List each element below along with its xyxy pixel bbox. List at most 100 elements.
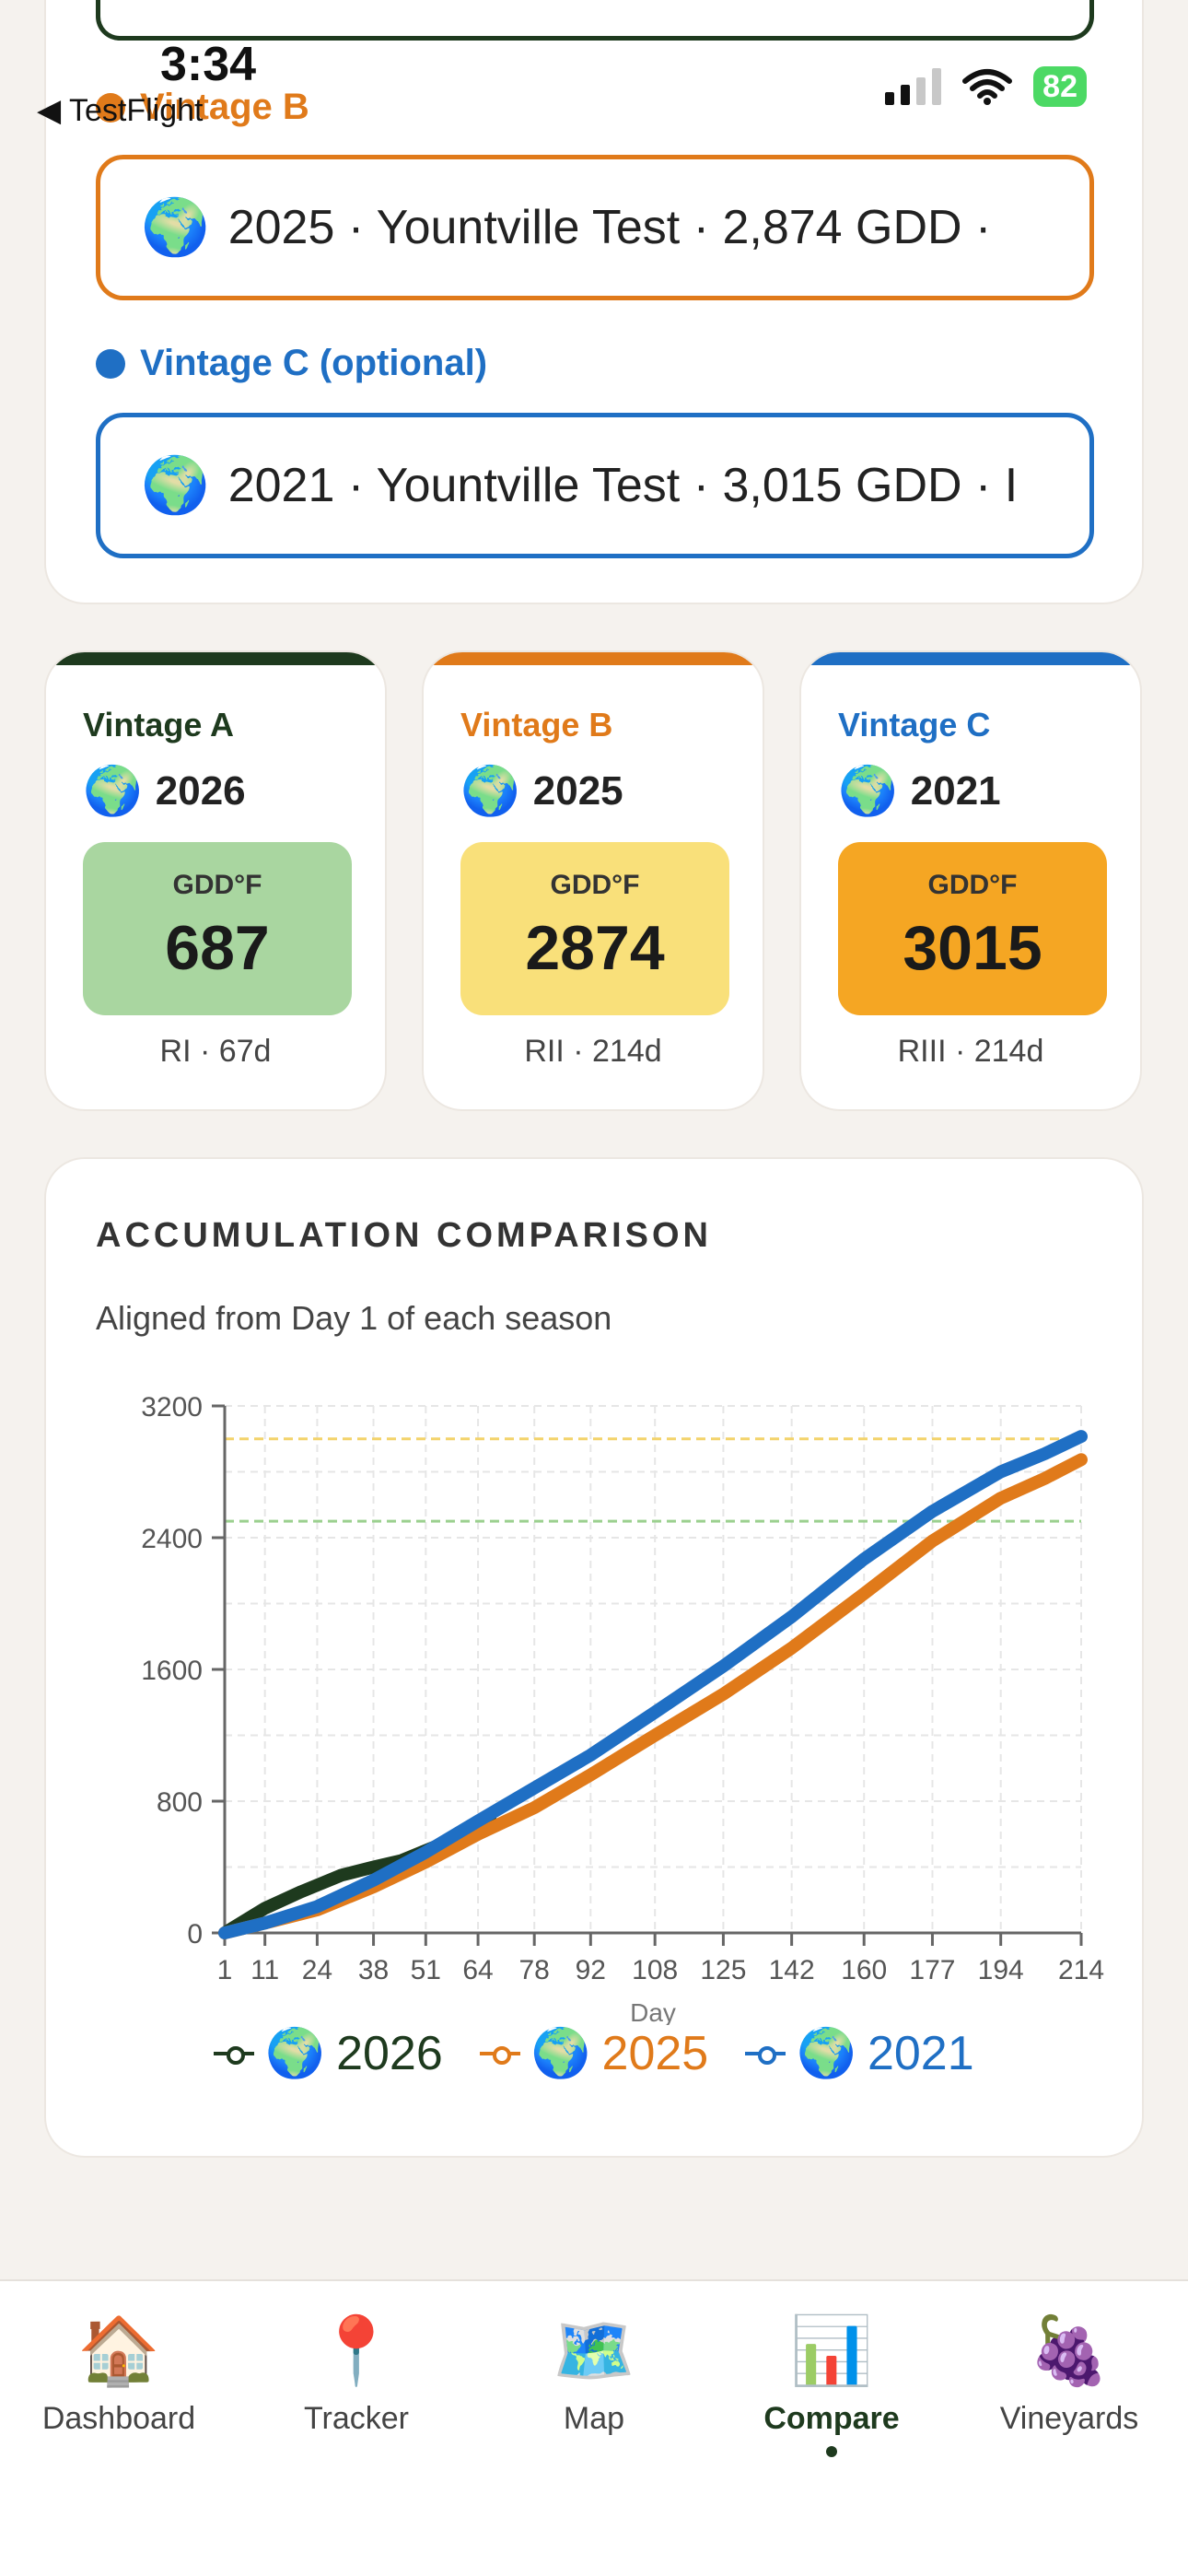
legend-marker-icon [479,2044,520,2065]
vintage-b-card[interactable]: Vintage B 🌍 2025 GDD°F 2874 RII · 214d [422,650,764,1111]
vintage-c-card[interactable]: Vintage C 🌍 2021 GDD°F 3015 RIII · 214d [799,650,1142,1111]
vintage-c-value: 2021 · Yountville Test · 3,015 GDD · I [227,459,1019,512]
gdd-unit: GDD°F [927,870,1018,900]
tab-label: Dashboard [41,2401,196,2436]
legend-label: 2021 [867,2026,974,2080]
vintage-selector-card: Vintage B 🌍 2025 · Yountville Test · 2,8… [44,0,1144,604]
gdd-value: 687 [165,913,270,983]
legend-marker-icon [214,2044,255,2065]
series-line-2021 [218,1430,1088,1939]
chart-icon: 📊 [790,2314,873,2388]
legend-item-2025[interactable]: 🌍 2025 [479,2025,709,2081]
y-tick-label: 0 [187,1919,203,1950]
y-tick-label: 1600 [141,1656,203,1686]
globe-icon: 🌍 [141,454,210,516]
vintage-a-select[interactable] [96,0,1094,41]
x-tick-label: 64 [462,1955,493,1985]
card-title: Vintage C [838,706,991,744]
legend-label: 2025 [601,2026,709,2080]
wifi-icon [962,69,1013,105]
legend-item-2026[interactable]: 🌍 2026 [214,2025,443,2081]
card-accent-bar [801,652,1140,665]
globe-icon: 🌍 [83,765,143,818]
status-time: 3:34 [160,38,257,91]
y-tick-label: 2400 [141,1524,203,1554]
x-tick-label: 78 [519,1955,550,1985]
tab-tracker[interactable]: 📍 Tracker [238,2318,475,2437]
globe-icon: 🌍 [838,765,898,818]
legend-label: 2026 [336,2026,443,2080]
globe-icon: 🌍 [141,196,210,258]
accumulation-chart-card: ACCUMULATION COMPARISON Aligned from Day… [44,1157,1144,2158]
globe-icon: 🌍 [265,2027,326,2080]
card-year: 🌍 2026 [83,765,246,818]
x-tick-label: 108 [632,1955,678,1985]
card-title: Vintage A [83,706,235,744]
x-tick-label: 160 [841,1955,887,1985]
gdd-unit: GDD°F [550,870,640,900]
x-tick-label: 92 [576,1955,606,1985]
battery-icon: 82 [1033,66,1087,107]
vintage-b-dot [96,92,125,123]
globe-icon: 🌍 [460,765,520,818]
gdd-box: GDD°F 2874 [460,842,729,1015]
x-tick-label: 194 [978,1955,1024,1985]
globe-icon: 🌍 [530,2027,591,2080]
tab-map[interactable]: 🗺️ Map [475,2318,713,2437]
pin-icon: 📍 [315,2314,398,2388]
gdd-value: 2874 [525,913,665,983]
status-icons: 82 [885,66,1087,107]
gdd-box: GDD°F 687 [83,842,352,1015]
vintage-c-dot [96,348,125,379]
map-icon: 🗺️ [553,2314,635,2388]
gdd-box: GDD°F 3015 [838,842,1107,1015]
tab-label: Tracker [304,2401,409,2436]
card-year: 🌍 2021 [838,765,1001,818]
y-tick-label: 800 [157,1787,203,1818]
vintage-b-label: Vintage B [96,87,309,128]
house-icon: 🏠 [77,2314,160,2388]
x-tick-label: 125 [700,1955,746,1985]
chart-subtitle: Aligned from Day 1 of each season [96,1299,612,1337]
card-accent-bar [424,652,763,665]
cellular-signal-icon [885,68,942,105]
x-tick-label: 24 [302,1955,332,1985]
globe-icon: 🌍 [797,2027,856,2080]
tab-bar: 🏠 Dashboard 📍 Tracker 🗺️ Map 📊 Compare 🍇… [0,2279,1188,2576]
card-meta: RIII · 214d [897,1034,1044,1069]
gdd-value: 3015 [903,913,1042,983]
tab-label: Vineyards [999,2401,1139,2436]
card-meta: RI · 67d [159,1034,272,1069]
x-tick-label: 11 [250,1955,279,1985]
grapes-icon: 🍇 [1028,2314,1111,2388]
x-tick-label: 38 [358,1955,389,1985]
active-tab-indicator [826,2446,837,2457]
legend-item-2021[interactable]: 🌍 2021 [745,2025,974,2081]
series-line-2025 [218,1453,1088,1939]
card-meta: RII · 214d [524,1034,662,1069]
vintage-c-select[interactable]: 🌍 2021 · Yountville Test · 3,015 GDD · I [96,413,1094,558]
tab-label: Map [563,2401,625,2436]
vintage-b-select[interactable]: 🌍 2025 · Yountville Test · 2,874 GDD · [96,155,1094,300]
chart-title: ACCUMULATION COMPARISON [96,1216,712,1255]
x-axis-label: Day [630,1998,676,2025]
card-year: 🌍 2025 [460,765,623,818]
x-tick-label: 1 [217,1955,233,1985]
tab-compare[interactable]: 📊 Compare [713,2318,950,2457]
legend-marker-icon [745,2044,786,2065]
card-accent-bar [46,652,385,665]
tab-dashboard[interactable]: 🏠 Dashboard [0,2318,238,2437]
y-tick-label: 3200 [141,1392,203,1423]
tab-vineyards[interactable]: 🍇 Vineyards [950,2318,1188,2437]
x-tick-label: 51 [411,1955,441,1985]
vintage-b-value: 2025 · Yountville Test · 2,874 GDD · [227,201,992,254]
x-tick-label: 177 [909,1955,955,1985]
vintage-c-label: Vintage C (optional) [96,343,487,384]
back-to-testflight[interactable]: ◀ TestFlight [37,93,204,128]
chart-legend: 🌍 2026 🌍 2025 🌍 2021 [46,2025,1142,2081]
x-tick-label: 214 [1058,1955,1104,1985]
vintage-a-card[interactable]: Vintage A 🌍 2026 GDD°F 687 RI · 67d [44,650,387,1111]
x-tick-label: 142 [769,1955,815,1985]
card-title: Vintage B [460,706,613,744]
